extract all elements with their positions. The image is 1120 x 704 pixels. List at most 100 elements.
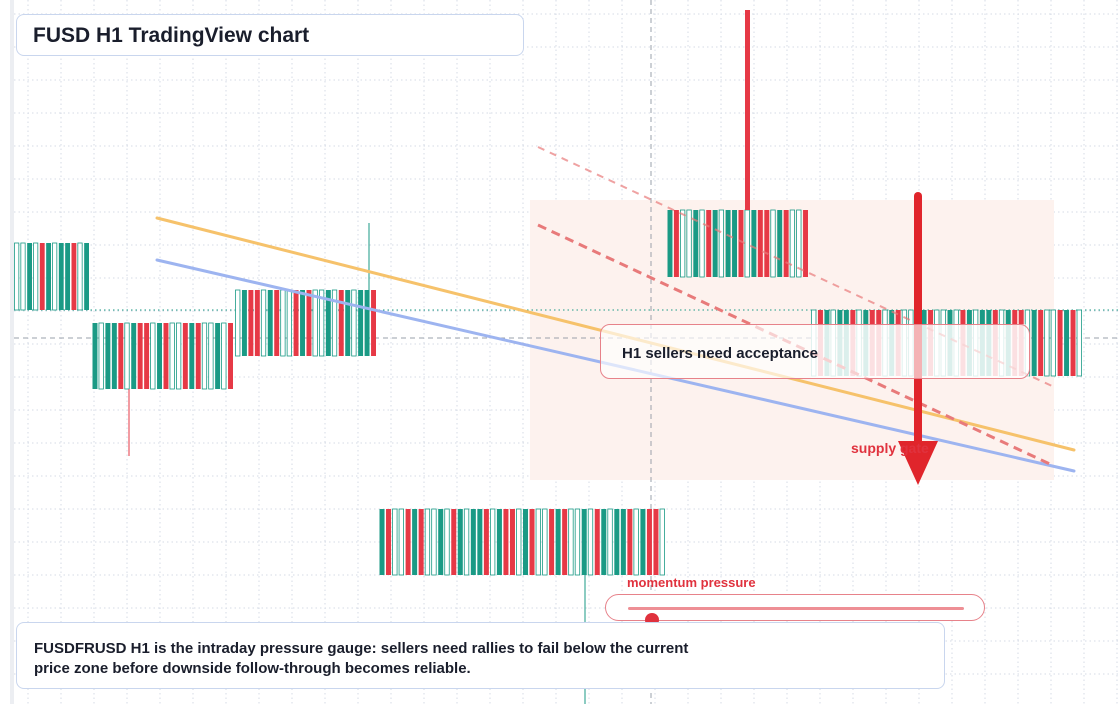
candle-bullish [215, 323, 221, 389]
trendline-lower [537, 223, 1053, 467]
chart-title: FUSD H1 TradingView chart [33, 24, 310, 47]
candle-hollow [431, 508, 437, 576]
candle-hollow [176, 322, 182, 390]
candle-bullish [620, 509, 626, 575]
down-arrow-icon [898, 441, 938, 485]
candle-bullish [457, 509, 463, 575]
candle-bearish [163, 323, 169, 389]
candle-bullish [496, 509, 502, 575]
candle-hollow [744, 209, 750, 278]
candle-hollow [535, 508, 541, 576]
candle-bullish [1064, 310, 1070, 376]
candle-hollow [1044, 309, 1050, 377]
candle-bullish [325, 290, 331, 356]
candle-bearish [783, 210, 789, 277]
candle-bearish [418, 509, 424, 575]
candle-bearish [405, 509, 411, 575]
candle-bearish [562, 509, 568, 575]
candle-bearish [803, 210, 808, 277]
candle-bullish [523, 509, 529, 575]
candle-hollow [574, 508, 581, 576]
candle-bearish [653, 509, 659, 575]
candle-hollow [33, 242, 39, 311]
candle-hollow [699, 209, 705, 278]
candle-hollow [633, 508, 639, 576]
candle-bearish [195, 323, 201, 389]
candle-hollow [260, 289, 267, 357]
candle-wick-spike [745, 10, 750, 210]
candle-bearish [254, 290, 260, 356]
momentum-track [628, 607, 964, 627]
description-line-1: FUSDFRUSD H1 is the intraday pressure ga… [34, 640, 689, 657]
candle-hollow [444, 508, 450, 576]
description-box: FUSDFRUSD H1 is the intraday pressure ga… [16, 622, 945, 689]
candle-bearish [451, 509, 457, 575]
candle-hollow [331, 289, 338, 357]
annotation-box: H1 sellers need acceptance [600, 324, 1030, 379]
candle-bearish [182, 323, 188, 389]
candle-bearish [1057, 310, 1063, 376]
candle-bullish [300, 290, 305, 356]
candle-bearish [306, 290, 312, 356]
candle-bearish [738, 210, 744, 277]
candle-bearish [483, 509, 489, 575]
candle-bearish [144, 323, 150, 389]
candle-bullish [725, 210, 731, 277]
candle-bullish [732, 210, 737, 277]
candle-bearish [646, 509, 652, 575]
candle-bullish [379, 509, 385, 575]
momentum-label: momentum pressure [627, 575, 756, 590]
candle-bearish [757, 210, 763, 277]
candle-bearish [1070, 310, 1076, 376]
candle-hollow [463, 508, 470, 576]
candle-bearish [764, 210, 770, 277]
candle-hollow [1050, 309, 1056, 377]
candle-bearish [627, 509, 633, 575]
candle-bullish [267, 290, 273, 356]
candle-hollow [124, 322, 130, 390]
candle-hollow [312, 289, 318, 357]
candle-bullish [581, 509, 587, 575]
chart-title-box: FUSD H1 TradingView chart [16, 14, 524, 56]
candle-hollow [52, 242, 58, 311]
candle-hollow [796, 209, 802, 278]
candle-bullish [601, 509, 607, 575]
candle-hollow [14, 242, 20, 311]
candle-hollow [77, 242, 83, 311]
annotation-text: H1 sellers need acceptance [622, 345, 818, 362]
candle-hollow [1076, 309, 1082, 377]
candle-hollow [680, 209, 686, 278]
candle-bullish [412, 509, 418, 575]
candle-bearish [118, 323, 124, 389]
candle-hollow [235, 289, 241, 357]
candle-bullish [640, 509, 646, 575]
candle-bullish [712, 210, 718, 277]
momentum-gauge[interactable] [605, 594, 985, 627]
candle-hollow [542, 508, 548, 576]
candle-bullish [157, 323, 162, 389]
candle-bullish [777, 210, 783, 277]
candle-bearish [39, 243, 45, 310]
candle-bullish [131, 323, 137, 389]
candle-bearish [673, 210, 679, 277]
candle-hollow [98, 322, 104, 390]
candle-bullish [65, 243, 70, 310]
candle-hollow [516, 508, 522, 576]
candle-hollow [201, 322, 208, 390]
candle-bearish [594, 509, 600, 575]
candle-bearish [71, 243, 77, 310]
candle-bearish [338, 290, 344, 356]
candle-bullish [358, 290, 364, 356]
candle-bullish [1031, 310, 1037, 376]
candle-hollow [587, 508, 594, 576]
candle-bearish [137, 323, 143, 389]
candle-hollow [686, 209, 692, 278]
candle-bullish [189, 323, 195, 389]
candle-bullish [46, 243, 51, 310]
candle-hollow [607, 508, 613, 576]
left-axis-border [10, 0, 14, 704]
candle-bearish [371, 290, 376, 356]
candle-hollow [659, 508, 665, 576]
candle-bullish [438, 509, 444, 575]
candle-bullish [105, 323, 111, 389]
